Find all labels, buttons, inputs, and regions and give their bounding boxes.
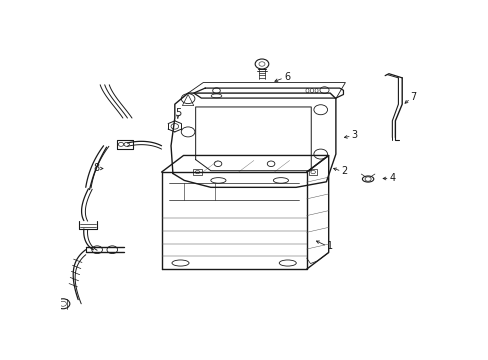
Text: 4: 4 [389,174,395,184]
Text: 8: 8 [93,163,99,174]
Text: 7: 7 [409,92,416,102]
Text: 6: 6 [284,72,289,82]
Text: 2: 2 [341,166,347,176]
Text: 3: 3 [351,130,357,140]
Bar [308,169,317,175]
Bar [193,169,202,175]
Text: 5: 5 [174,108,181,118]
Text: 1: 1 [326,241,333,251]
